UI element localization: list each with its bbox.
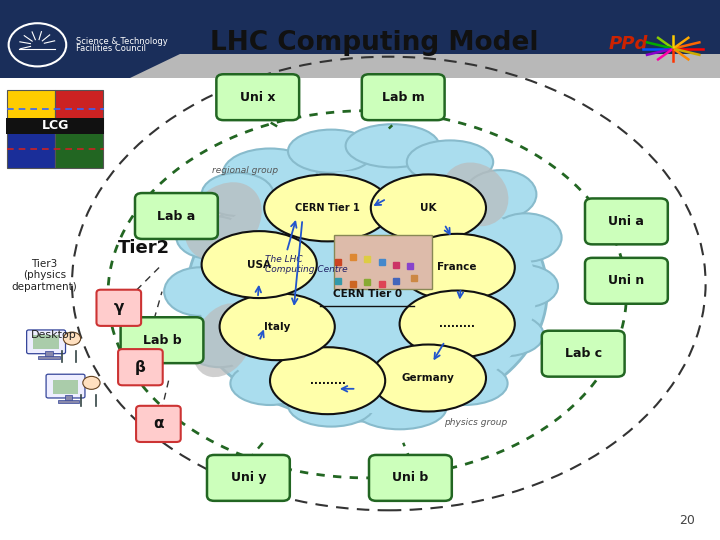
Ellipse shape bbox=[353, 386, 446, 429]
Text: Tier3
(physics
department): Tier3 (physics department) bbox=[12, 259, 78, 292]
Text: Uni a: Uni a bbox=[608, 215, 644, 228]
FancyBboxPatch shape bbox=[369, 455, 452, 501]
Text: physics group: physics group bbox=[444, 418, 507, 427]
Text: γ: γ bbox=[114, 300, 124, 315]
Ellipse shape bbox=[270, 347, 385, 414]
Ellipse shape bbox=[442, 163, 508, 226]
Ellipse shape bbox=[490, 213, 562, 262]
Ellipse shape bbox=[220, 293, 335, 360]
Ellipse shape bbox=[176, 216, 248, 259]
Text: regional group: regional group bbox=[212, 166, 279, 174]
FancyBboxPatch shape bbox=[7, 130, 55, 168]
Ellipse shape bbox=[223, 148, 317, 197]
Text: LCG: LCG bbox=[41, 119, 69, 132]
Text: Tier2: Tier2 bbox=[118, 239, 170, 258]
Ellipse shape bbox=[421, 362, 508, 405]
Circle shape bbox=[9, 23, 66, 66]
FancyBboxPatch shape bbox=[216, 75, 300, 120]
FancyBboxPatch shape bbox=[362, 75, 445, 120]
Polygon shape bbox=[130, 54, 720, 78]
Text: Facilities Council: Facilities Council bbox=[76, 44, 145, 52]
Text: Science & Technology: Science & Technology bbox=[76, 37, 167, 46]
Text: CERN Tier 0: CERN Tier 0 bbox=[333, 289, 402, 299]
FancyBboxPatch shape bbox=[135, 193, 217, 239]
Ellipse shape bbox=[202, 231, 317, 298]
Text: Lab a: Lab a bbox=[157, 210, 196, 222]
Ellipse shape bbox=[187, 162, 547, 421]
Text: Lab m: Lab m bbox=[382, 91, 425, 104]
FancyBboxPatch shape bbox=[55, 130, 103, 168]
FancyBboxPatch shape bbox=[0, 0, 720, 78]
FancyBboxPatch shape bbox=[334, 235, 432, 289]
FancyBboxPatch shape bbox=[118, 349, 163, 386]
FancyBboxPatch shape bbox=[38, 356, 60, 359]
Ellipse shape bbox=[371, 345, 486, 411]
Text: CERN Tier 1: CERN Tier 1 bbox=[295, 203, 360, 213]
Ellipse shape bbox=[192, 303, 254, 377]
FancyBboxPatch shape bbox=[58, 400, 79, 403]
Text: Lab b: Lab b bbox=[143, 334, 181, 347]
Text: .........: ......... bbox=[310, 376, 346, 386]
Text: Lab c: Lab c bbox=[564, 347, 602, 360]
FancyBboxPatch shape bbox=[542, 330, 625, 377]
FancyBboxPatch shape bbox=[65, 395, 72, 402]
Ellipse shape bbox=[184, 182, 262, 261]
Ellipse shape bbox=[288, 130, 374, 173]
Text: α: α bbox=[153, 416, 163, 431]
Ellipse shape bbox=[346, 124, 439, 167]
FancyBboxPatch shape bbox=[207, 455, 289, 501]
Text: Germany: Germany bbox=[402, 373, 455, 383]
Ellipse shape bbox=[400, 234, 515, 301]
Text: Uni b: Uni b bbox=[392, 471, 428, 484]
Ellipse shape bbox=[288, 383, 374, 427]
Text: Uni y: Uni y bbox=[230, 471, 266, 484]
Text: The LHC
Computing Centre: The LHC Computing Centre bbox=[265, 255, 348, 274]
Text: Italy: Italy bbox=[264, 322, 290, 332]
FancyBboxPatch shape bbox=[27, 330, 66, 354]
FancyBboxPatch shape bbox=[7, 90, 55, 129]
Ellipse shape bbox=[198, 170, 536, 413]
Circle shape bbox=[63, 332, 81, 345]
Text: PPd: PPd bbox=[608, 35, 647, 53]
Text: .........: ......... bbox=[439, 319, 475, 329]
Text: USA: USA bbox=[247, 260, 271, 269]
Ellipse shape bbox=[486, 265, 558, 308]
Ellipse shape bbox=[464, 170, 536, 219]
FancyBboxPatch shape bbox=[136, 406, 181, 442]
FancyBboxPatch shape bbox=[53, 380, 78, 394]
Text: Uni x: Uni x bbox=[240, 91, 276, 104]
FancyBboxPatch shape bbox=[121, 317, 203, 363]
Circle shape bbox=[83, 376, 100, 389]
Text: β: β bbox=[135, 360, 146, 375]
FancyBboxPatch shape bbox=[45, 351, 53, 357]
Text: LHC Computing Model: LHC Computing Model bbox=[210, 30, 539, 56]
FancyBboxPatch shape bbox=[96, 289, 141, 326]
FancyBboxPatch shape bbox=[46, 374, 85, 398]
Text: UK: UK bbox=[420, 203, 436, 213]
FancyBboxPatch shape bbox=[0, 78, 720, 540]
Ellipse shape bbox=[407, 140, 493, 184]
Ellipse shape bbox=[464, 313, 544, 356]
Ellipse shape bbox=[202, 173, 274, 216]
Text: Desktop: Desktop bbox=[31, 330, 77, 340]
FancyBboxPatch shape bbox=[55, 90, 103, 129]
FancyBboxPatch shape bbox=[6, 118, 104, 134]
Ellipse shape bbox=[264, 174, 391, 241]
Ellipse shape bbox=[371, 174, 486, 241]
FancyBboxPatch shape bbox=[585, 258, 668, 303]
FancyBboxPatch shape bbox=[33, 335, 59, 349]
FancyBboxPatch shape bbox=[585, 199, 668, 244]
Text: France: France bbox=[438, 262, 477, 272]
Text: 20: 20 bbox=[679, 514, 695, 526]
Ellipse shape bbox=[164, 267, 236, 316]
Text: Uni n: Uni n bbox=[608, 274, 644, 287]
Ellipse shape bbox=[184, 319, 256, 367]
Ellipse shape bbox=[230, 362, 310, 405]
Ellipse shape bbox=[400, 291, 515, 357]
